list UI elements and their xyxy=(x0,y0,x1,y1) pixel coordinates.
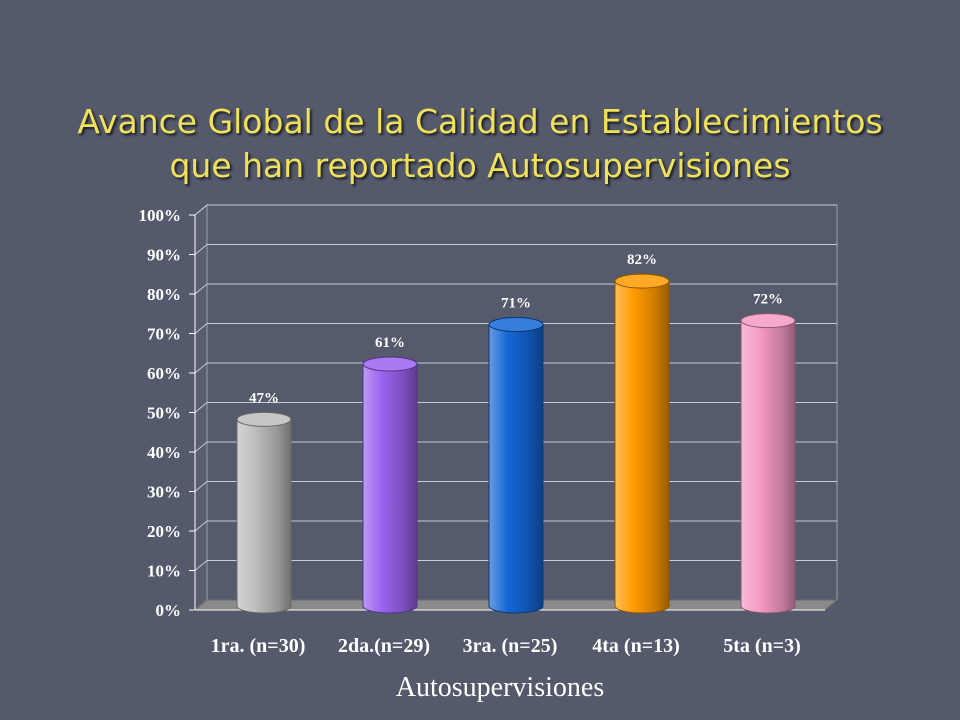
y-tick-label: 100% xyxy=(139,206,182,225)
gridline-side xyxy=(194,362,208,374)
data-label: 82% xyxy=(627,252,657,268)
y-tick-label: 80% xyxy=(147,285,181,304)
x-axis-title: Autosupervisiones xyxy=(395,672,605,703)
bar-top-5 xyxy=(740,313,796,329)
gridline-side xyxy=(194,283,208,295)
data-label: 72% xyxy=(753,292,783,308)
data-label: 71% xyxy=(501,296,531,312)
bar-1 xyxy=(236,411,292,614)
data-label: 47% xyxy=(249,390,279,406)
y-tick-label: 0% xyxy=(156,601,182,620)
gridline-side xyxy=(194,204,208,216)
x-tick-label: 1ra. (n=30) xyxy=(211,635,306,657)
y-tick-label: 60% xyxy=(147,364,181,383)
slide-title: Avance Global de la Calidad en Estableci… xyxy=(40,100,920,188)
gridline-side xyxy=(194,520,208,532)
bar-top-2 xyxy=(362,356,418,372)
x-tick-label: 5ta (n=3) xyxy=(723,635,801,657)
bar-5 xyxy=(740,313,796,614)
title-line-1: Avance Global de la Calidad en Estableci… xyxy=(77,102,883,141)
y-tick-label: 70% xyxy=(147,325,181,344)
data-label: 61% xyxy=(375,335,405,351)
y-tick-label: 90% xyxy=(147,246,181,265)
x-tick-label: 2da.(n=29) xyxy=(338,635,430,657)
gridline-side xyxy=(194,244,208,255)
y-tick-label: 20% xyxy=(147,522,181,541)
title-line-2: que han reportado Autosupervisiones xyxy=(169,146,791,185)
bar-4 xyxy=(614,273,670,614)
bar-top-3 xyxy=(488,317,544,333)
gridline-side xyxy=(194,402,208,413)
bar-top-1 xyxy=(236,411,292,427)
x-tick-label: 3ra. (n=25) xyxy=(463,635,558,657)
x-tick-label: 4ta (n=13) xyxy=(592,635,680,657)
bar-3 xyxy=(488,317,544,614)
gridline-side xyxy=(194,481,208,492)
bar-top-4 xyxy=(614,273,670,289)
gridline-side xyxy=(194,323,208,334)
y-tick-label: 40% xyxy=(147,443,181,462)
gridline-side xyxy=(194,560,208,571)
gridline-side xyxy=(194,441,208,453)
bar-2 xyxy=(362,356,418,614)
y-tick-label: 50% xyxy=(147,404,181,423)
y-tick-label: 30% xyxy=(147,483,181,502)
y-tick-label: 10% xyxy=(147,562,181,581)
